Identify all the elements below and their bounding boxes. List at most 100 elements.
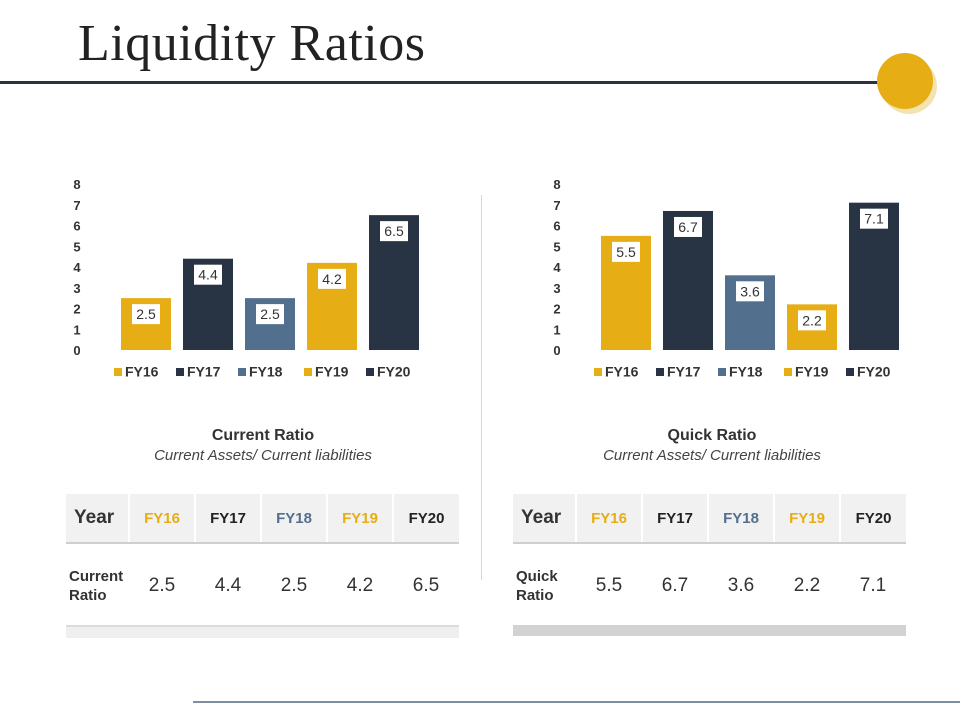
table-cell: 6.7 — [661, 575, 689, 596]
y-tick-label: 6 — [553, 219, 560, 234]
table-header-fy17: FY17 — [641, 494, 708, 544]
legend-swatch — [114, 368, 122, 376]
legend-label: FY19 — [315, 364, 349, 380]
data-label-box — [860, 208, 888, 229]
table-cell: 2.2 — [793, 575, 821, 596]
legend-swatch — [238, 368, 246, 376]
legend-label: FY16 — [605, 364, 639, 380]
current-ratio-chart: 0 1 2 3 4 5 6 7 8 2.5 4.4 2.5 4.2 6.5 FY16 FY17 FY18 FY19… — [73, 177, 419, 380]
row-label-line1: Current — [69, 568, 124, 585]
data-label-box — [674, 216, 702, 237]
legend-label: FY18 — [249, 364, 283, 380]
y-tick-label: 8 — [553, 177, 560, 192]
quick-ratio-title: Quick Ratio — [667, 427, 757, 444]
quick-ratio-table: Year FY16 FY17 FY18 FY19 FY20 Quick Rati… — [513, 494, 906, 628]
accent-circle — [877, 53, 933, 109]
table-cell: 4.4 — [214, 575, 242, 596]
legend-swatch — [846, 368, 854, 376]
data-label: 3.6 — [740, 283, 760, 299]
center-divider — [481, 195, 482, 580]
row-label-line1: Quick — [516, 568, 558, 585]
table-cell: 2.5 — [148, 575, 176, 596]
table-header-fy20: FY20 — [392, 494, 459, 544]
y-tick-label: 6 — [73, 219, 80, 234]
table-header-row: Year FY16 FY17 FY18 FY19 FY20 — [66, 494, 459, 544]
table-cell: 6.5 — [412, 575, 440, 596]
legend-swatch — [366, 368, 374, 376]
y-tick-label: 1 — [553, 322, 560, 337]
y-tick-label: 5 — [553, 239, 560, 254]
data-label-box — [736, 281, 764, 302]
table-header-fy19: FY19 — [326, 494, 393, 544]
table-header-fy18: FY18 — [260, 494, 327, 544]
data-label: 2.5 — [136, 306, 156, 322]
data-label: 2.2 — [802, 312, 822, 328]
data-label: 4.2 — [322, 271, 342, 287]
y-tick-label: 0 — [73, 343, 80, 358]
legend-swatch — [304, 368, 312, 376]
table-header-fy16: FY16 — [575, 494, 642, 544]
legend-swatch — [656, 368, 664, 376]
y-tick-label: 4 — [73, 260, 81, 275]
legend-label: FY18 — [729, 364, 763, 380]
table-header-year: Year — [66, 494, 129, 544]
legend-label: FY19 — [795, 364, 829, 380]
legend-label: FY16 — [125, 364, 159, 380]
y-tick-label: 1 — [73, 322, 80, 337]
legend-label: FY20 — [377, 364, 411, 380]
y-tick-label: 2 — [73, 302, 80, 317]
y-tick-label: 8 — [73, 177, 80, 192]
data-label: 2.5 — [260, 306, 280, 322]
table-footer-band — [513, 625, 906, 636]
data-label-box — [380, 221, 408, 242]
data-label: 4.4 — [198, 267, 218, 283]
quick-ratio-subtitle: Current Assets/ Current liabilities — [603, 447, 821, 464]
current-ratio-title: Current Ratio — [211, 427, 315, 444]
legend-label: FY20 — [857, 364, 891, 380]
table-cell: 7.1 — [859, 575, 887, 596]
row-label-line2: Ratio — [69, 587, 107, 604]
legend-swatch — [784, 368, 792, 376]
data-label-box — [132, 304, 160, 325]
legend-label: FY17 — [187, 364, 221, 380]
data-label-box — [194, 264, 222, 285]
table-footer-band — [66, 625, 459, 638]
y-tick-label: 4 — [553, 260, 561, 275]
y-tick-label: 5 — [73, 239, 80, 254]
y-tick-label: 7 — [553, 198, 560, 213]
current-ratio-subtitle: Current Assets/ Current liabilities — [154, 447, 372, 464]
table-cell: 2.5 — [280, 575, 308, 596]
y-tick-label: 2 — [553, 302, 560, 317]
table-header-fy20: FY20 — [839, 494, 906, 544]
y-tick-label: 0 — [553, 343, 560, 358]
table-header-row: Year FY16 FY17 FY18 FY19 FY20 — [513, 494, 906, 544]
table-header-fy18: FY18 — [707, 494, 774, 544]
title-underline — [0, 81, 882, 84]
current-ratio-table: Year FY16 FY17 FY18 FY19 FY20 Current Ra… — [66, 494, 459, 628]
y-tick-label: 3 — [73, 281, 80, 296]
table-row-label: Current Ratio — [66, 543, 129, 628]
quick-ratio-caption: Quick Ratio Current Assets/ Current liab… — [502, 427, 922, 464]
data-label: 6.7 — [678, 219, 698, 235]
y-tick-label: 7 — [73, 198, 80, 213]
table-cell: 5.5 — [595, 575, 623, 596]
table-header-fy19: FY19 — [773, 494, 840, 544]
data-label-box — [798, 310, 826, 331]
legend-swatch — [176, 368, 184, 376]
data-label-box — [318, 268, 346, 289]
table-cell: 4.2 — [346, 575, 374, 596]
data-label-box — [612, 241, 640, 262]
legend-swatch — [594, 368, 602, 376]
table-cell: 3.6 — [727, 575, 755, 596]
table-row: Quick Ratio 5.5 6.7 3.6 2.2 7.1 — [513, 543, 906, 628]
data-label: 6.5 — [384, 223, 404, 239]
bottom-rule — [193, 701, 960, 703]
y-tick-label: 3 — [553, 281, 560, 296]
table-row-label: Quick Ratio — [513, 543, 576, 628]
legend-label: FY17 — [667, 364, 701, 380]
row-label-line2: Ratio — [516, 587, 554, 604]
data-label-box — [256, 304, 284, 325]
data-label: 7.1 — [864, 211, 884, 227]
legend-swatch — [718, 368, 726, 376]
current-ratio-caption: Current Ratio Current Assets/ Current li… — [53, 427, 473, 464]
